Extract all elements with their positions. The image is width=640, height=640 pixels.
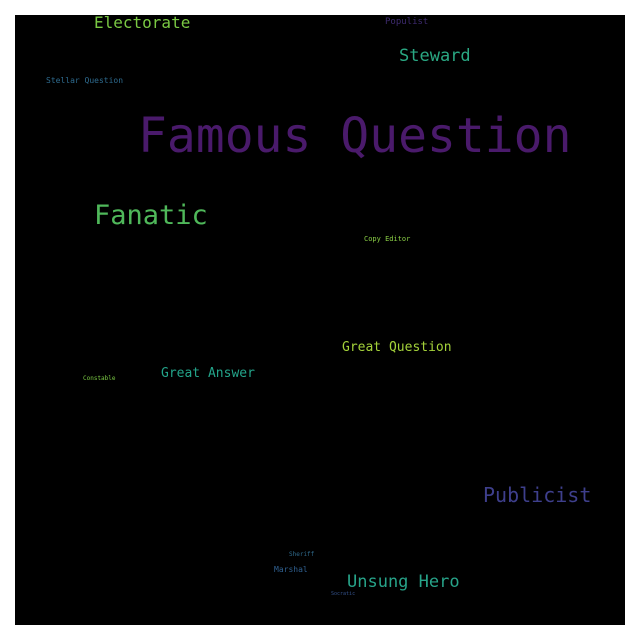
word-great-question: Great Question (342, 340, 452, 355)
word-steward: Steward (399, 46, 471, 66)
word-populist: Populist (385, 17, 429, 27)
word-constable: Constable (83, 375, 116, 382)
word-sheriff: Sheriff (289, 551, 315, 558)
word-copy-editor: Copy Editor (364, 235, 411, 243)
word-unsung-hero: Unsung Hero (347, 572, 460, 592)
word-stellar-question: Stellar Question (46, 76, 124, 85)
word-great-answer: Great Answer (161, 366, 255, 381)
word-cloud-canvas: Famous Question Fanatic Electorate Stewa… (15, 15, 625, 625)
word-socratic: Socratic (331, 591, 356, 597)
word-marshal: Marshal (274, 565, 308, 574)
word-famous-question: Famous Question (138, 108, 572, 164)
word-fanatic: Fanatic (94, 200, 208, 231)
word-publicist: Publicist (483, 483, 592, 507)
word-electorate: Electorate (94, 15, 191, 32)
